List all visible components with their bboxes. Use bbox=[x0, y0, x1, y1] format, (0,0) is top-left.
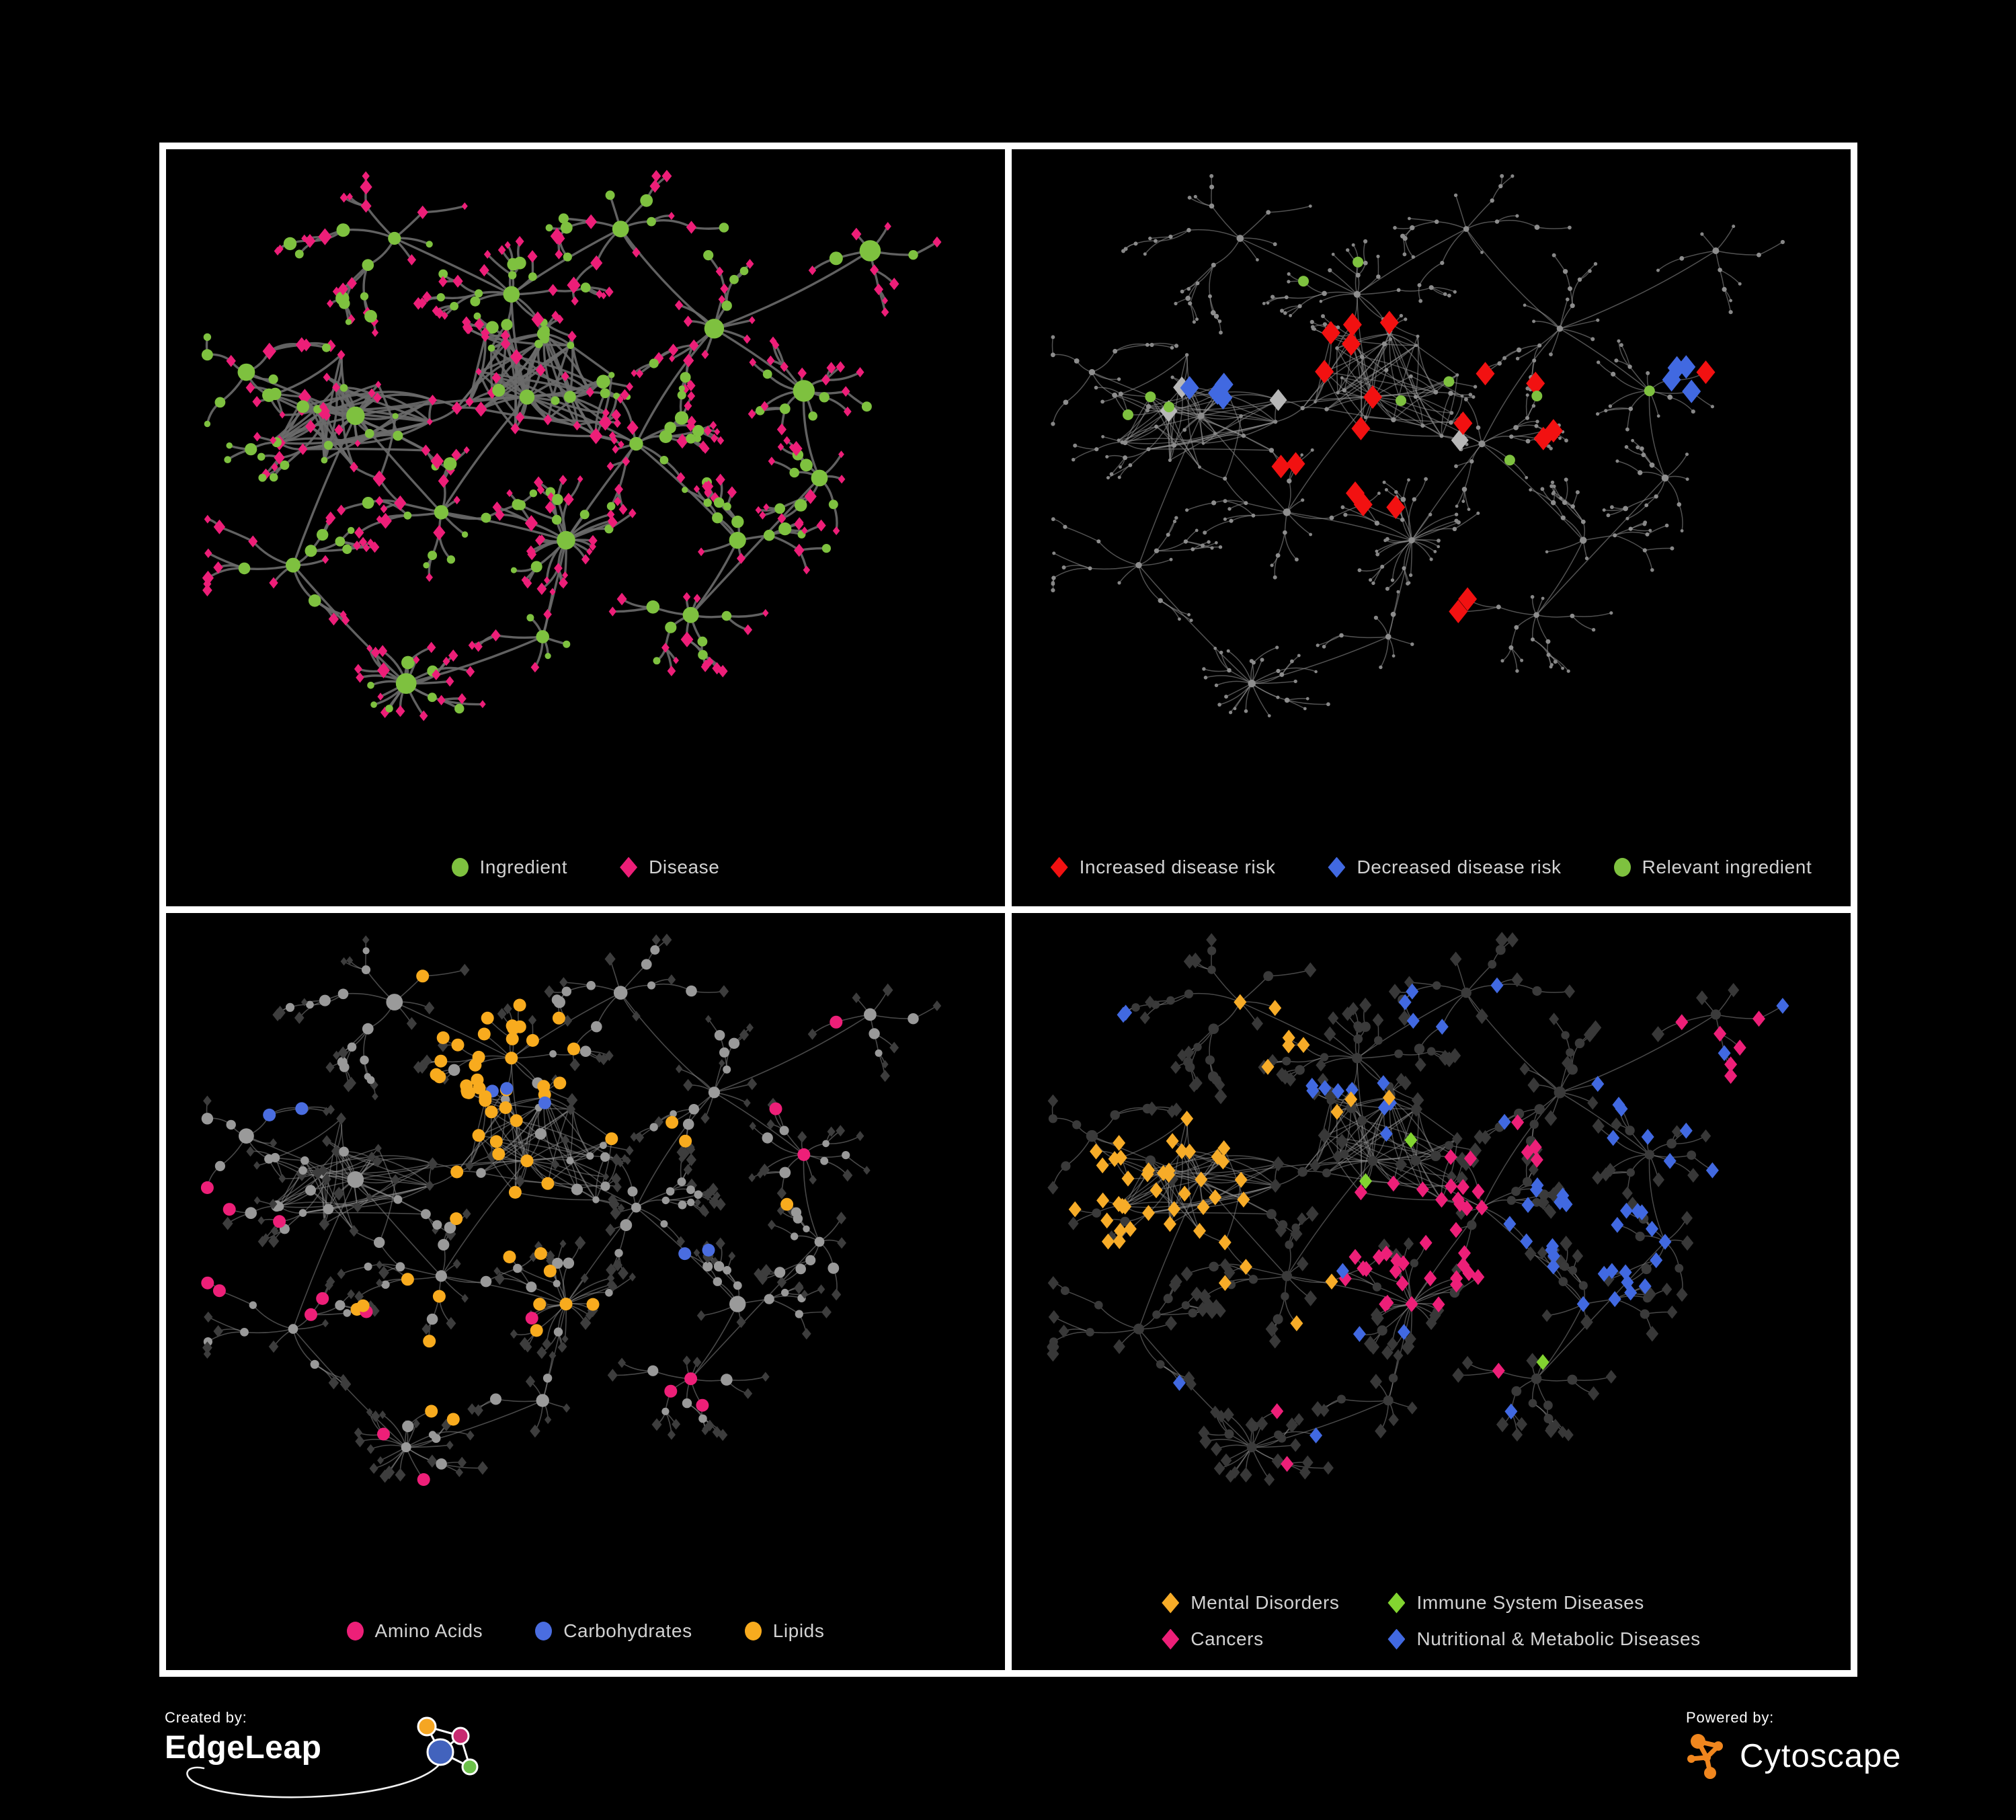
circle-marker-icon bbox=[346, 1622, 364, 1640]
nutrient-class-legend: Amino Acids Carbohydrates Lipids bbox=[166, 1620, 1005, 1642]
cytoscape-logo-icon bbox=[1687, 1734, 1723, 1779]
nutrient-class-network-graph bbox=[200, 933, 942, 1487]
legend-label: Increased disease risk bbox=[1079, 857, 1276, 877]
created-by-label: Created by: bbox=[165, 1709, 247, 1726]
created-by-block: Created by: EdgeLeap bbox=[165, 1709, 479, 1798]
legend-label: Decreased disease risk bbox=[1357, 857, 1562, 877]
legend-item-amino-acids: Amino Acids bbox=[346, 1620, 483, 1642]
legend-label: Immune System Diseases bbox=[1416, 1592, 1644, 1613]
circle-marker-icon bbox=[1613, 858, 1631, 877]
legend-item-immune-system-diseases: Immune System Diseases bbox=[1387, 1592, 1700, 1614]
legend-label: Cancers bbox=[1191, 1628, 1264, 1649]
panel-disease-risk: Increased disease risk Decreased disease … bbox=[1012, 149, 1851, 906]
legend-label: Amino Acids bbox=[374, 1620, 483, 1641]
panel-grid: Ingredient Disease Increased disease risk… bbox=[159, 143, 1857, 1677]
circle-marker-icon bbox=[451, 858, 469, 877]
disease-risk-network-graph bbox=[1051, 173, 1785, 717]
legend-label: Disease bbox=[649, 857, 720, 877]
legend-item-carbohydrates: Carbohydrates bbox=[535, 1620, 692, 1642]
diamond-marker-icon bbox=[1162, 1592, 1180, 1614]
legend-label: Mental Disorders bbox=[1191, 1592, 1340, 1613]
diamond-marker-icon bbox=[1387, 1628, 1406, 1650]
panel-disease-classes: Mental Disorders Immune System Diseases Ca… bbox=[1012, 913, 1851, 1670]
legend-label: Lipids bbox=[772, 1620, 825, 1641]
legend-label: Carbohydrates bbox=[563, 1620, 692, 1641]
edgeleap-wordmark: EdgeLeap bbox=[165, 1730, 322, 1766]
cytoscape-wordmark: Cytoscape bbox=[1740, 1738, 1902, 1774]
legend-item-cancers: Cancers bbox=[1162, 1628, 1339, 1650]
panel-ingredient-disease: Ingredient Disease bbox=[166, 149, 1005, 906]
panel-nutrient-classes: Amino Acids Carbohydrates Lipids bbox=[166, 913, 1005, 1670]
legend-item-lipids: Lipids bbox=[744, 1620, 825, 1642]
circle-marker-icon bbox=[744, 1622, 762, 1640]
legend-item-mental-disorders: Mental Disorders bbox=[1162, 1592, 1339, 1614]
legend-label: Nutritional & Metabolic Diseases bbox=[1416, 1628, 1701, 1649]
diamond-marker-icon bbox=[1328, 857, 1346, 878]
ingredient-disease-legend: Ingredient Disease bbox=[166, 857, 1005, 878]
legend-label: Relevant ingredient bbox=[1642, 857, 1812, 877]
diamond-marker-icon bbox=[620, 857, 638, 878]
circle-marker-icon bbox=[535, 1622, 553, 1640]
legend-item-disease: Disease bbox=[620, 857, 719, 878]
disease-class-legend: Mental Disorders Immune System Diseases Ca… bbox=[1012, 1592, 1851, 1650]
powered-by-label: Powered by: bbox=[1686, 1709, 1775, 1726]
powered-by-block: Powered by: Cytoscape bbox=[1686, 1709, 1902, 1782]
diamond-marker-icon bbox=[1387, 1592, 1406, 1614]
legend-item-increased-disease-risk: Increased disease risk bbox=[1050, 857, 1276, 878]
disease-risk-legend: Increased disease risk Decreased disease … bbox=[1012, 857, 1851, 878]
legend-item-decreased-disease-risk: Decreased disease risk bbox=[1328, 857, 1561, 878]
diamond-marker-icon bbox=[1162, 1628, 1180, 1650]
legend-item-relevant-ingredient: Relevant ingredient bbox=[1613, 857, 1812, 878]
disease-class-network-graph bbox=[1047, 932, 1789, 1487]
legend-item-ingredient: Ingredient bbox=[451, 857, 568, 878]
ingredient-disease-network-graph bbox=[201, 169, 942, 721]
legend-label: Ingredient bbox=[479, 857, 568, 877]
diamond-marker-icon bbox=[1050, 857, 1068, 878]
cytoscape-lockup: Cytoscape bbox=[1686, 1731, 1902, 1782]
legend-item-nutritional-metabolic-diseases: Nutritional & Metabolic Diseases bbox=[1387, 1628, 1700, 1650]
